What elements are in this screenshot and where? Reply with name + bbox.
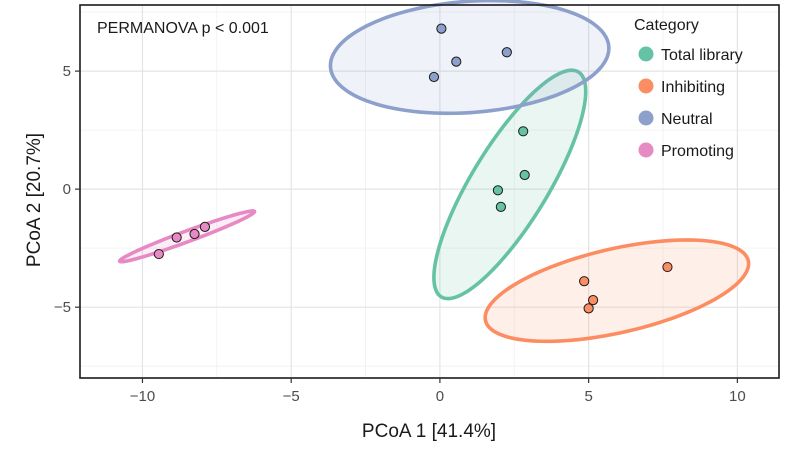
point-inhibiting: [579, 276, 590, 287]
ellipse-neutral: [328, 0, 611, 116]
points: [153, 23, 673, 314]
legend-key-promoting: [638, 142, 654, 158]
point-promoting: [189, 228, 200, 240]
point-promoting: [199, 221, 211, 233]
ellipse-total-library: [432, 68, 588, 301]
y-tick-label: 0: [63, 181, 71, 198]
point-neutral: [451, 56, 462, 67]
point-promoting: [153, 248, 164, 260]
point-inhibiting: [587, 294, 599, 306]
legend-items: Total library Inhibiting Neutral Promoting: [638, 46, 743, 160]
legend-title: Category: [634, 17, 699, 34]
grid: [80, 5, 779, 378]
point-total-library: [519, 169, 530, 181]
x-tick-label: −10: [130, 388, 155, 405]
x-tick-label: 0: [436, 388, 444, 405]
panel-border: [79, 4, 780, 379]
y-axis-title: PCoA 2 [20.7%]: [24, 133, 45, 267]
point-neutral: [501, 47, 512, 58]
point-promoting: [171, 232, 182, 243]
legend-key-inhibiting: [638, 78, 654, 94]
point-neutral: [428, 71, 440, 83]
ticks: −10 −5 0 5 10 −5 0 5: [54, 63, 746, 405]
legend-label: Total library: [661, 47, 743, 64]
legend-key-total-library: [638, 46, 654, 62]
point-neutral: [436, 23, 447, 34]
ellipses: [117, 0, 751, 344]
legend-label: Neutral: [661, 111, 713, 128]
point-total-library: [495, 201, 506, 212]
legend-key-neutral: [638, 110, 654, 126]
point-inhibiting: [662, 261, 673, 273]
point-inhibiting: [583, 303, 594, 314]
y-tick-label: −5: [54, 299, 71, 316]
legend-label: Inhibiting: [661, 79, 725, 96]
point-total-library: [492, 185, 504, 196]
x-tick-label: −5: [283, 388, 300, 405]
x-tick-label: 10: [729, 388, 746, 405]
ellipse-promoting: [117, 209, 257, 264]
legend-label: Promoting: [661, 143, 734, 160]
x-tick-label: 5: [584, 388, 592, 405]
ellipse-inhibiting: [483, 238, 751, 344]
permanova-annotation: PERMANOVA p < 0.001: [97, 20, 269, 37]
legend: Category Total library Inhibiting Neutral P…: [634, 17, 743, 160]
y-tick-label: 5: [63, 63, 71, 80]
x-axis-title: PCoA 1 [41.4%]: [362, 421, 496, 442]
point-total-library: [518, 126, 529, 137]
